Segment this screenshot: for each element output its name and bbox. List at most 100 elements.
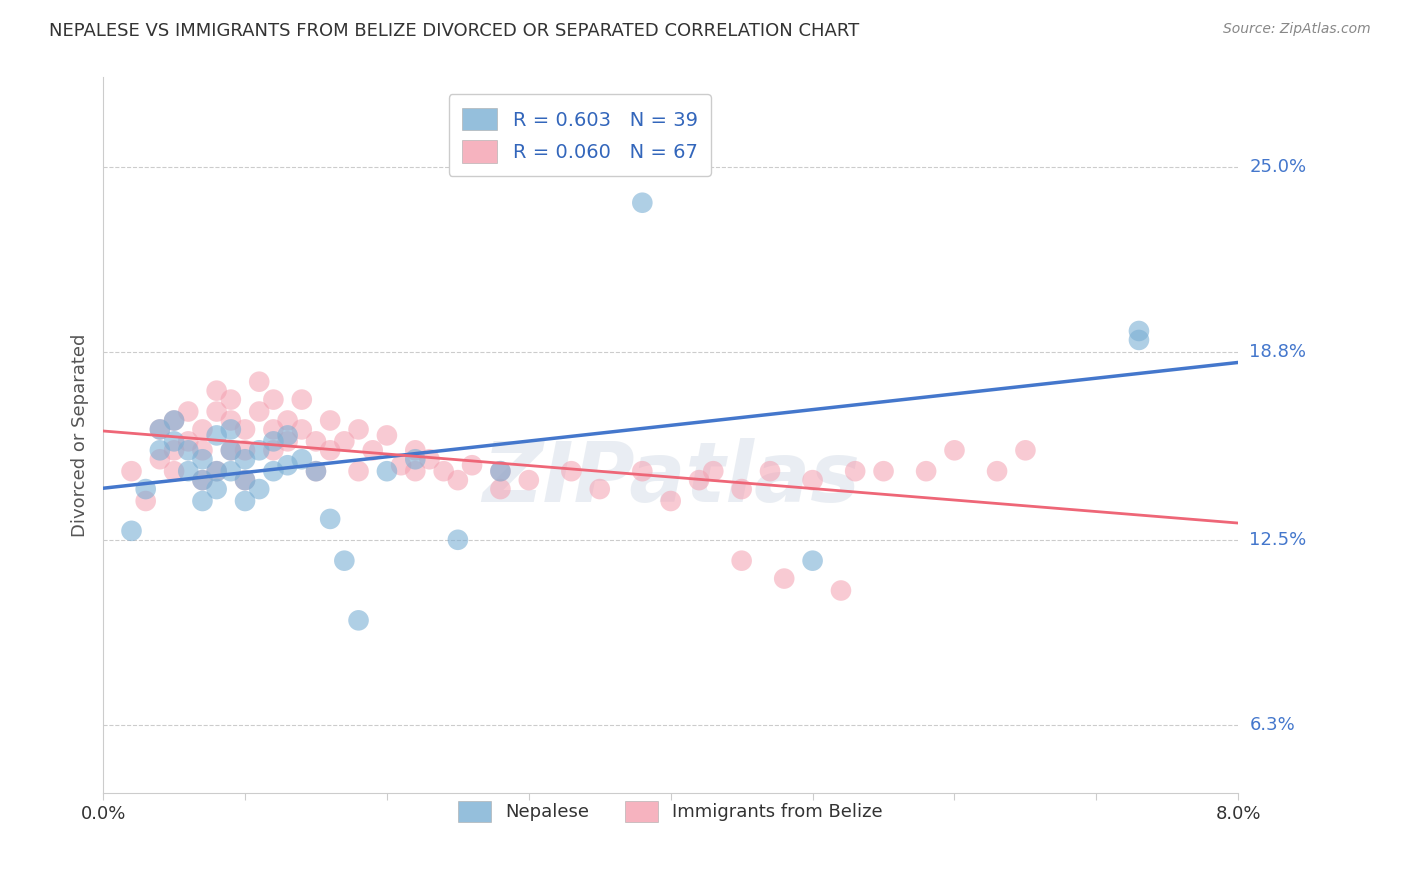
- Legend: Nepalese, Immigrants from Belize: Nepalese, Immigrants from Belize: [446, 789, 896, 834]
- Point: [305, 464, 328, 478]
- Point: [759, 464, 782, 478]
- Point: [773, 572, 796, 586]
- Point: [872, 464, 894, 478]
- Point: [347, 613, 370, 627]
- Point: [389, 458, 412, 473]
- Point: [233, 452, 256, 467]
- Point: [404, 443, 426, 458]
- Point: [447, 533, 470, 547]
- Point: [163, 413, 186, 427]
- Point: [219, 464, 242, 478]
- Point: [319, 413, 342, 427]
- Point: [247, 375, 270, 389]
- Point: [560, 464, 582, 478]
- Point: [333, 434, 356, 449]
- Point: [589, 482, 612, 496]
- Point: [631, 464, 654, 478]
- Point: [702, 464, 724, 478]
- Point: [730, 482, 752, 496]
- Point: [915, 464, 938, 478]
- Point: [277, 413, 299, 427]
- Point: [1128, 333, 1150, 347]
- Point: [121, 524, 143, 538]
- Point: [347, 464, 370, 478]
- Point: [801, 473, 824, 487]
- Text: 25.0%: 25.0%: [1250, 158, 1306, 176]
- Point: [205, 404, 228, 418]
- Point: [191, 473, 214, 487]
- Point: [688, 473, 710, 487]
- Point: [277, 434, 299, 449]
- Point: [247, 443, 270, 458]
- Point: [1128, 324, 1150, 338]
- Point: [291, 422, 314, 436]
- Point: [404, 464, 426, 478]
- Point: [262, 434, 284, 449]
- Point: [219, 443, 242, 458]
- Point: [177, 464, 200, 478]
- Point: [1014, 443, 1036, 458]
- Point: [277, 458, 299, 473]
- Point: [135, 482, 157, 496]
- Text: NEPALESE VS IMMIGRANTS FROM BELIZE DIVORCED OR SEPARATED CORRELATION CHART: NEPALESE VS IMMIGRANTS FROM BELIZE DIVOR…: [49, 22, 859, 40]
- Point: [121, 464, 143, 478]
- Point: [177, 443, 200, 458]
- Point: [233, 422, 256, 436]
- Point: [219, 413, 242, 427]
- Text: 18.8%: 18.8%: [1250, 343, 1306, 361]
- Point: [149, 452, 172, 467]
- Point: [361, 443, 384, 458]
- Point: [219, 422, 242, 436]
- Point: [319, 512, 342, 526]
- Point: [277, 428, 299, 442]
- Point: [433, 464, 456, 478]
- Point: [149, 422, 172, 436]
- Point: [191, 494, 214, 508]
- Point: [830, 583, 852, 598]
- Point: [219, 392, 242, 407]
- Point: [461, 458, 484, 473]
- Point: [291, 392, 314, 407]
- Point: [163, 434, 186, 449]
- Text: Source: ZipAtlas.com: Source: ZipAtlas.com: [1223, 22, 1371, 37]
- Point: [177, 404, 200, 418]
- Point: [205, 464, 228, 478]
- Point: [219, 443, 242, 458]
- Point: [347, 422, 370, 436]
- Point: [191, 452, 214, 467]
- Point: [986, 464, 1008, 478]
- Point: [375, 428, 398, 442]
- Text: 12.5%: 12.5%: [1250, 531, 1306, 549]
- Point: [418, 452, 440, 467]
- Point: [247, 404, 270, 418]
- Point: [730, 554, 752, 568]
- Point: [943, 443, 966, 458]
- Point: [191, 422, 214, 436]
- Point: [205, 482, 228, 496]
- Point: [262, 392, 284, 407]
- Point: [291, 452, 314, 467]
- Point: [233, 473, 256, 487]
- Point: [489, 464, 512, 478]
- Point: [135, 494, 157, 508]
- Point: [801, 554, 824, 568]
- Point: [447, 473, 470, 487]
- Point: [375, 464, 398, 478]
- Point: [305, 464, 328, 478]
- Point: [319, 443, 342, 458]
- Point: [262, 422, 284, 436]
- Point: [404, 452, 426, 467]
- Point: [333, 554, 356, 568]
- Point: [631, 195, 654, 210]
- Text: 6.3%: 6.3%: [1250, 715, 1295, 734]
- Point: [205, 384, 228, 398]
- Point: [191, 473, 214, 487]
- Point: [262, 443, 284, 458]
- Point: [163, 413, 186, 427]
- Point: [247, 482, 270, 496]
- Point: [233, 494, 256, 508]
- Point: [163, 464, 186, 478]
- Point: [305, 434, 328, 449]
- Point: [205, 464, 228, 478]
- Point: [191, 443, 214, 458]
